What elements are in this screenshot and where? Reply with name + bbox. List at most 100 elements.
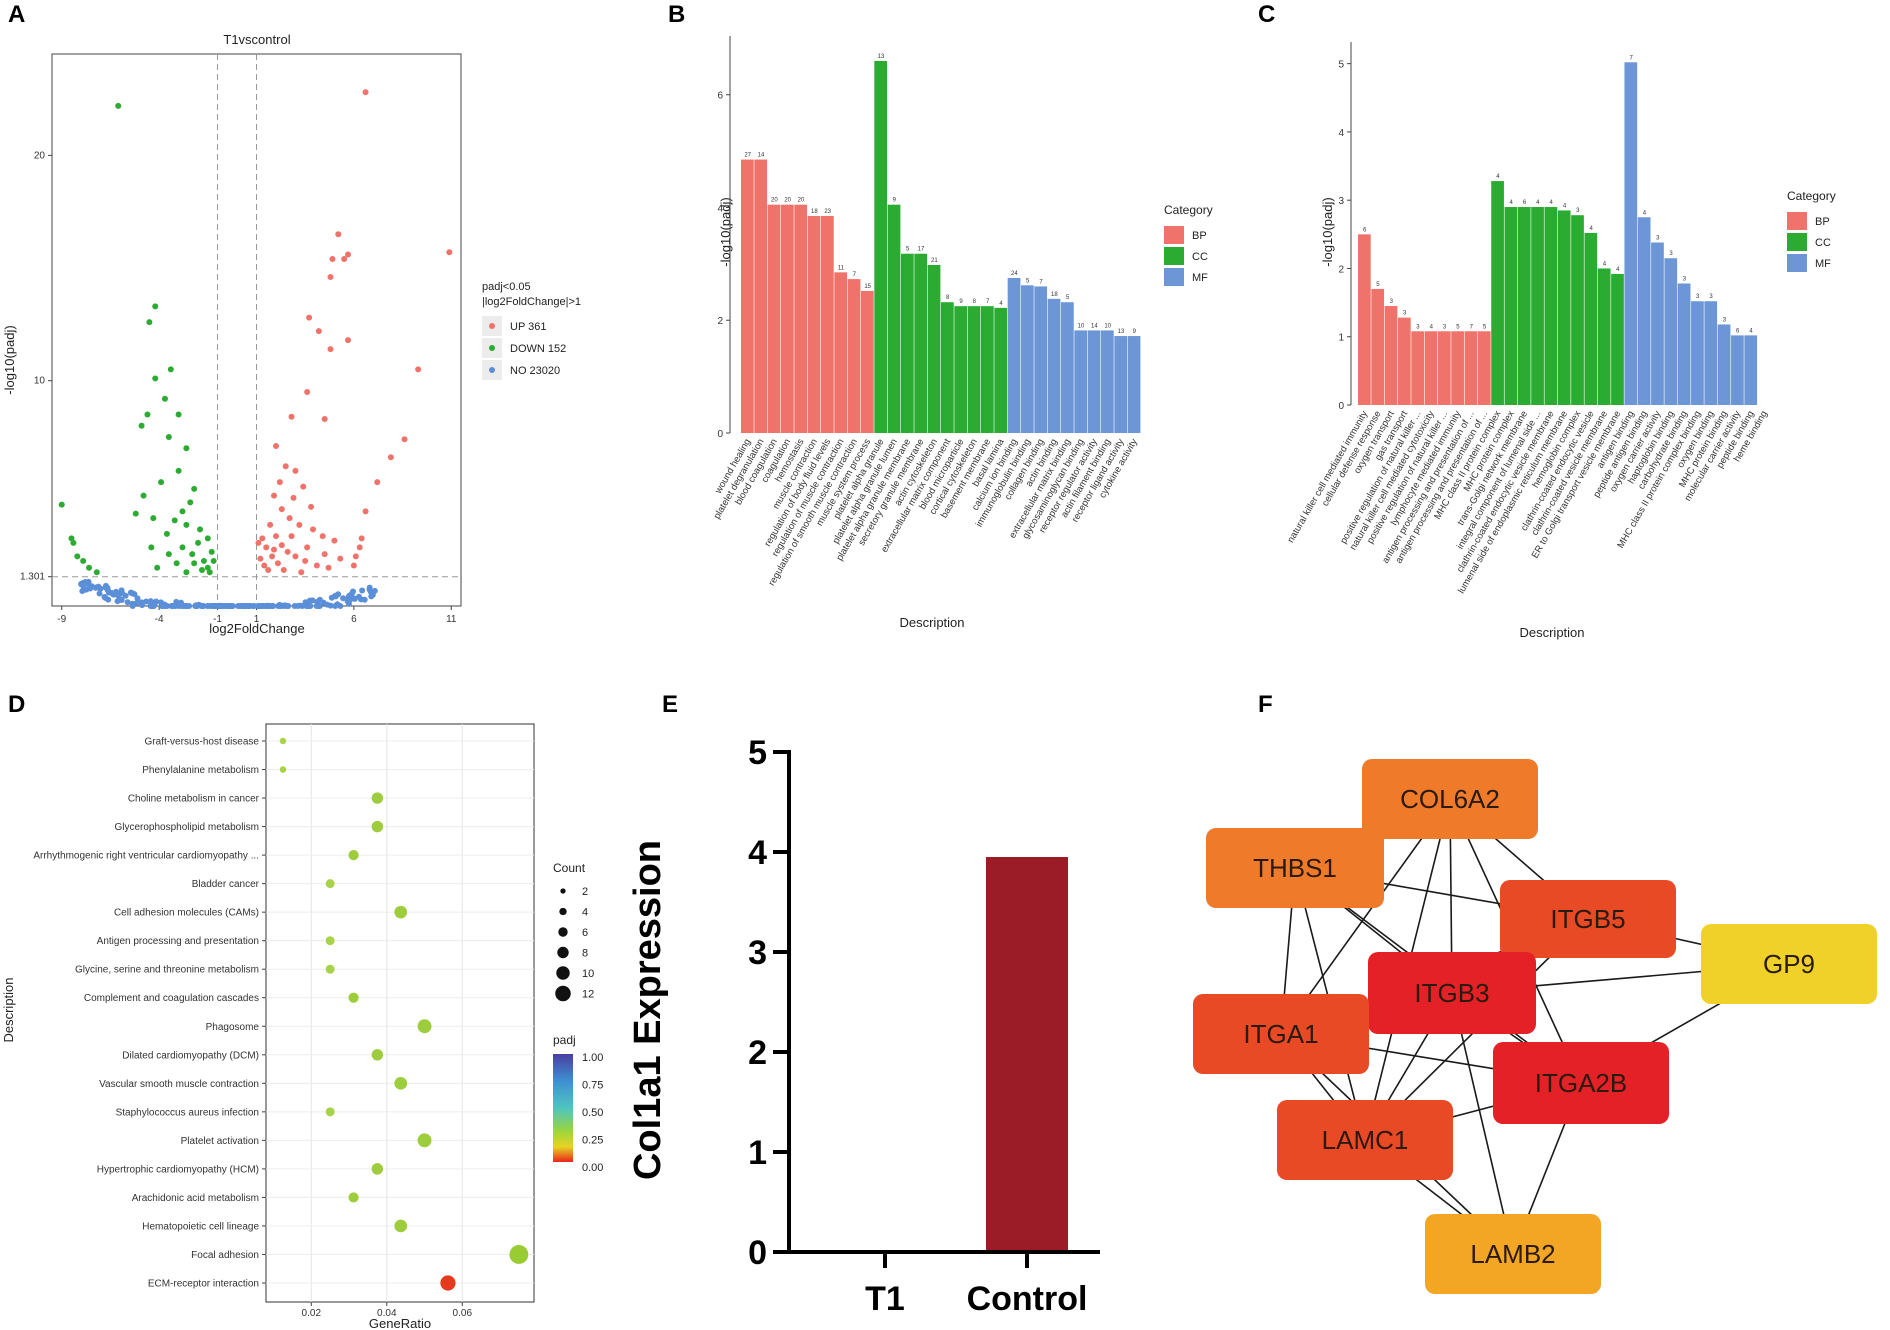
ppi-network: COL6A2 THBS1 ITGB5 GP9 ITGB3 ITGA1 ITGA2B LAMC1… xyxy=(1193,759,1877,1294)
volcano-point-no xyxy=(161,603,168,609)
go-c-y-tick-label: 5 xyxy=(1338,60,1344,71)
kegg-pathway-label: Phagosome xyxy=(206,1022,260,1033)
kegg-bubble-chart: GeneRatio Description 0.02 0.04 0.06 Graft-… xyxy=(1,723,603,1330)
kegg-y-axis-label: Description xyxy=(1,977,16,1042)
panel-label-d: D xyxy=(8,691,25,718)
go-b-y-tick-label: 2 xyxy=(717,316,723,327)
go-b-bar-count: 4 xyxy=(999,301,1003,307)
go-b-y-tick-label: 4 xyxy=(717,203,723,214)
volcano-point-down xyxy=(200,557,207,564)
kegg-pathway-label: Hematopoietic cell lineage xyxy=(142,1221,259,1232)
go-b-bar-muscle-contraction xyxy=(807,215,821,433)
go-c-bar-count: 5 xyxy=(1376,282,1380,288)
go-c-legend-swatch-bp xyxy=(1787,212,1807,230)
network-node-lamb2[interactable]: LAMB2 xyxy=(1425,1214,1601,1294)
go-c-bar-oxygen-transport xyxy=(1384,306,1398,405)
volcano-point-down xyxy=(183,521,190,528)
go-c-bar-lumenal-side-of-endoplasmic-reticulum-membrane xyxy=(1557,210,1571,405)
go-c-bar-count: 3 xyxy=(1683,276,1687,282)
kegg-padj-legend-title: padj xyxy=(553,1033,576,1047)
kegg-pathway-label: Arachidonic acid metabolism xyxy=(132,1193,259,1204)
go-b-bar-count: 10 xyxy=(1104,323,1111,329)
panel-label-b: B xyxy=(668,1,685,28)
volcano-point-no xyxy=(269,603,276,609)
volcano-point-up xyxy=(296,521,303,528)
volcano-point-up xyxy=(298,569,305,576)
volcano-legend-title-line-2: |log2FoldChange|>1 xyxy=(482,296,581,308)
volcano-point-down xyxy=(138,422,145,429)
go-c-bar-count: 6 xyxy=(1363,227,1367,233)
volcano-point-no xyxy=(192,602,199,609)
go-b-y-tick-label: 0 xyxy=(717,429,723,440)
network-node-label-thbs1: THBS1 xyxy=(1253,853,1337,883)
volcano-point-up xyxy=(276,479,283,486)
go-c-x-axis-label: Description xyxy=(1519,625,1584,640)
volcano-point-no xyxy=(359,587,366,594)
volcano-point-up xyxy=(272,443,279,450)
panel-label-a: A xyxy=(8,1,25,28)
volcano-point-no xyxy=(169,603,176,609)
go-c-bar-count: 3 xyxy=(1723,317,1727,323)
network-node-lamc1[interactable]: LAMC1 xyxy=(1277,1100,1453,1180)
col1a1-y-tick-label: 0 xyxy=(748,1234,767,1272)
go-c-bar-carbohydrate-binding xyxy=(1677,283,1691,405)
go-c-bar-trans-golgi-network-membrane xyxy=(1517,207,1531,405)
network-node-col6a2[interactable]: COL6A2 xyxy=(1362,759,1538,839)
volcano-point-down xyxy=(197,526,204,533)
go-c-legend-label-mf: MF xyxy=(1815,258,1831,270)
network-node-itga1[interactable]: ITGA1 xyxy=(1193,994,1369,1074)
volcano-point-down xyxy=(74,553,81,560)
go-c-bar-count: 4 xyxy=(1643,210,1647,216)
network-node-itgb5[interactable]: ITGB5 xyxy=(1500,880,1676,958)
volcano-point-up xyxy=(358,535,365,542)
go-b-bar-count: 8 xyxy=(973,299,977,305)
network-node-label-itgb3: ITGB3 xyxy=(1414,978,1489,1008)
go-b-bar-platelet-alpha-granule-lumen xyxy=(887,204,901,433)
go-b-bar-regulation-of-muscle-contraction xyxy=(834,272,848,433)
col1a1-y-tick-label: 5 xyxy=(748,734,767,772)
volcano-point-down xyxy=(187,499,194,506)
kegg-padj-legend-label: 0.00 xyxy=(582,1162,603,1174)
volcano-point-no xyxy=(297,602,304,609)
go-b-bar-extracellular-matrix-binding xyxy=(1061,302,1074,433)
network-node-itga2b[interactable]: ITGA2B xyxy=(1493,1042,1669,1124)
volcano-point-up xyxy=(274,560,281,567)
network-node-thbs1[interactable]: THBS1 xyxy=(1206,828,1384,908)
kegg-count-legend-label: 10 xyxy=(582,968,594,980)
go-b-bar-count: 20 xyxy=(771,198,778,204)
volcano-point-no xyxy=(101,594,108,601)
network-node-box-lamb2 xyxy=(1425,1214,1601,1294)
kegg-bubble-glycine-serine-and-threonine-metabolism xyxy=(325,964,335,974)
go-c-bar-count: 3 xyxy=(1403,311,1407,317)
kegg-count-legend-dot xyxy=(560,888,566,894)
volcano-point-up xyxy=(288,413,295,420)
go-c-bar-count: 4 xyxy=(1589,226,1593,232)
network-node-box-thbs1 xyxy=(1206,828,1384,908)
volcano-point-down xyxy=(132,510,139,517)
go-b-legend-label-bp: BP xyxy=(1192,230,1207,242)
kegg-pathway-label: Cell adhesion molecules (CAMs) xyxy=(114,908,259,919)
volcano-point-down xyxy=(165,434,172,441)
volcano-point-up xyxy=(272,533,279,540)
go-b-bar-count: 18 xyxy=(1051,292,1058,298)
volcano-y-tick-label: 10 xyxy=(34,376,46,387)
volcano-point-down xyxy=(154,564,161,571)
kegg-count-legend-label: 12 xyxy=(582,989,594,1001)
go-b-legend-title: Category xyxy=(1164,203,1213,217)
volcano-point-no xyxy=(143,598,150,605)
go-b-bar-calcium-ion-binding xyxy=(1007,277,1021,433)
go-c-bar-count: 7 xyxy=(1629,55,1633,61)
volcano-point-no xyxy=(277,602,284,609)
kegg-count-legend-label: 8 xyxy=(582,948,588,960)
go-b-bar-count: 20 xyxy=(798,198,805,204)
network-node-box-col6a2 xyxy=(1362,759,1538,839)
network-node-itgb3[interactable]: ITGB3 xyxy=(1368,952,1536,1034)
network-node-gp9[interactable]: GP9 xyxy=(1701,924,1877,1004)
volcano-point-down xyxy=(179,508,186,515)
volcano-x-tick-label: 1 xyxy=(254,614,260,625)
go-b-bar-count: 18 xyxy=(811,209,818,215)
volcano-point-no xyxy=(303,603,310,609)
kegg-bubble-graft-versus-host-disease xyxy=(279,737,287,745)
panel-label-c: C xyxy=(1258,1,1275,28)
